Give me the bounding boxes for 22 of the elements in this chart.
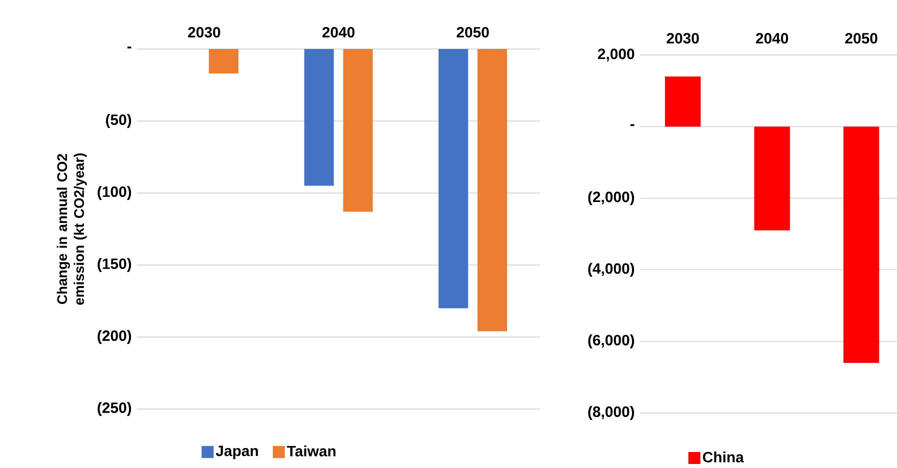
x-tick-label: 2030 bbox=[666, 32, 699, 44]
y-tick-label: (2,000) bbox=[588, 191, 634, 206]
y-tick-label: - bbox=[630, 124, 634, 126]
y-tick-label: (200) bbox=[98, 330, 132, 344]
y-axis-title: Change in annual CO2 emission (kt CO2/year) bbox=[56, 153, 87, 305]
x-tick-label: 2050 bbox=[845, 32, 878, 44]
x-tick-label: 2040 bbox=[756, 32, 788, 44]
y-tick-label: - bbox=[127, 46, 132, 48]
y-tick-label: (6,000) bbox=[588, 334, 634, 348]
y-tick-label: (100) bbox=[98, 186, 132, 200]
x-tick-label: 2050 bbox=[456, 26, 489, 38]
y-tick-label: 2,000 bbox=[598, 48, 634, 62]
x-tick-label: 2040 bbox=[322, 26, 354, 38]
y-tick-label: (8,000) bbox=[588, 406, 634, 420]
legend-label: China bbox=[702, 451, 744, 462]
y-tick-label: (4,000) bbox=[588, 262, 634, 277]
y-tick-label: (150) bbox=[98, 258, 132, 272]
y-tick-label: (250) bbox=[98, 402, 132, 416]
legend-label: Japan bbox=[216, 446, 258, 460]
y-tick-label: (50) bbox=[106, 114, 132, 128]
x-tick-label: 2030 bbox=[188, 26, 220, 38]
legend-label: Taiwan bbox=[286, 445, 336, 456]
